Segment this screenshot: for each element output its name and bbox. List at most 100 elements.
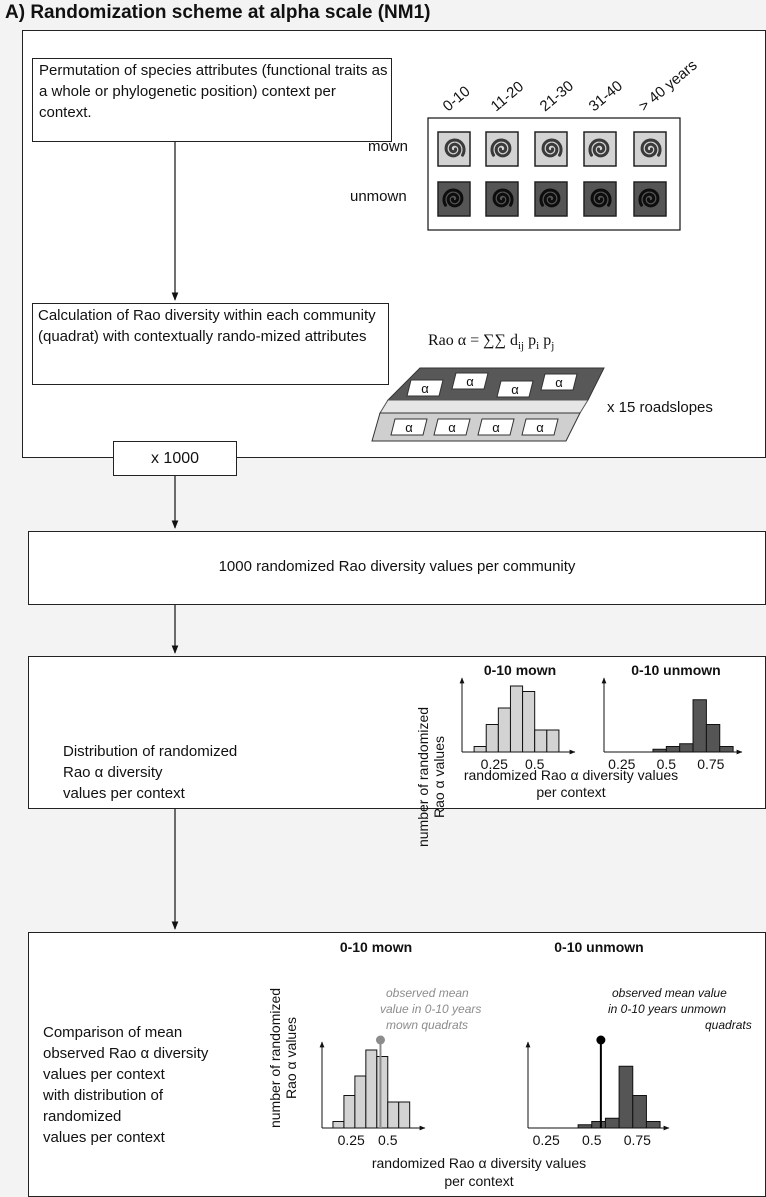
quadrat: α [406, 379, 444, 397]
spiral-icon [588, 138, 610, 158]
quadrat: α [496, 380, 534, 398]
histogram-bar [387, 1101, 400, 1129]
ylabel-line: number of randomized [415, 707, 431, 847]
histogram-bar [376, 1056, 389, 1129]
page-title: A) Randomization scheme at alpha scale (… [5, 2, 431, 23]
histogram-bar [632, 1095, 647, 1129]
quadrat-frame [390, 418, 428, 436]
histogram-bar [692, 699, 707, 753]
distribution-panel [28, 656, 766, 809]
distribution-text: Distribution of randomized Rao α diversi… [63, 741, 237, 804]
comparison-xlabel: per context [444, 1173, 513, 1189]
x-tick-label: 0.25 [608, 756, 635, 772]
rao-formula: Rao α = ∑∑ dij pi pj [428, 332, 554, 352]
formula-sub: i [536, 340, 539, 352]
distribution-xlabel: randomized Rao α diversity values [464, 767, 678, 783]
observed-note-line: quadrats [705, 1018, 752, 1032]
chart-title: 0-10 unmown [554, 939, 643, 955]
unmown-context-tile [583, 181, 617, 217]
x-tick-label: 0.5 [378, 1132, 398, 1148]
quadrat: α [390, 418, 428, 436]
observed-mean-dot [375, 1035, 385, 1045]
mown-context-tile [534, 131, 568, 167]
quadrat: α [540, 373, 578, 391]
histogram-1: 0-10 mown 0.25 0.5 [459, 662, 576, 772]
histogram-bar [332, 1121, 345, 1129]
observed-unmown-annotation: observed mean value in 0-10 years unmown… [608, 986, 752, 1032]
x-tick-label: 0.25 [338, 1132, 365, 1148]
comparison-text-line: with distribution of [43, 1087, 164, 1104]
quadrat-frame [406, 379, 444, 397]
quadrat-alpha: α [492, 420, 500, 435]
distribution-xlabel: per context [536, 784, 605, 800]
quadrat: α [433, 418, 471, 436]
age-class-label: 11-20 [488, 78, 527, 115]
quadrat-frame [540, 373, 578, 391]
formula-sub: ij [518, 340, 524, 352]
quadrat: α [451, 372, 489, 390]
comparison-text-line: observed Rao α diversity [43, 1045, 209, 1062]
ylabel-line: number of randomized [267, 988, 283, 1128]
distribution-text-line: Distribution of randomized [63, 743, 238, 760]
x-tick-label: 0.75 [624, 1132, 651, 1148]
chart-title: 0-10 mown [484, 662, 556, 678]
spiral-icon [444, 138, 466, 158]
roadslopes-label: x 15 roadslopes [607, 399, 713, 416]
histogram-bar [652, 748, 667, 753]
unmown-context-tile [633, 181, 667, 217]
histogram-bar [365, 1049, 378, 1129]
formula-main: Rao α = ∑∑ d [428, 332, 518, 349]
quadrat-frame [433, 418, 471, 436]
observed-mown-annotation: observed mean value in 0-10 years mown q… [380, 986, 481, 1032]
histogram-bar [546, 729, 560, 753]
histogram-bar [509, 685, 524, 753]
histogram-bar [354, 1075, 367, 1129]
spiral-icon [539, 188, 561, 208]
calculation-box [32, 303, 389, 385]
x-tick-label: 0.25 [533, 1132, 560, 1148]
x-tick-label: 0.75 [697, 756, 724, 772]
observed-note-line: mown quadrats [386, 1018, 468, 1032]
histogram-bar [665, 746, 681, 753]
histogram-bar [705, 724, 721, 753]
comparison-text-line: randomized [43, 1108, 122, 1125]
quadrat-alpha: α [511, 382, 519, 397]
histogram-bar [534, 729, 548, 753]
comparison-xlabel: randomized Rao α diversity values [372, 1155, 586, 1171]
histogram-bar [497, 707, 511, 753]
observed-note-line: observed mean [386, 986, 469, 1000]
quadrat-alpha: α [405, 420, 413, 435]
distribution-text-line: values per context [63, 785, 185, 802]
roadslope-illustration: α α α α α α α α [371, 367, 605, 442]
x-tick-label: 0.25 [481, 756, 508, 772]
formula-sub: j [550, 340, 554, 352]
spiral-icon [541, 138, 563, 158]
calculation-text: Calculation of Rao diversity within each… [38, 307, 376, 345]
comparison-text-line: Comparison of mean [43, 1024, 183, 1041]
quadrat-alpha: α [448, 420, 456, 435]
age-class-label: 31-40 [586, 77, 626, 115]
histogram-3: 0-10 mown 0.25 0.5 [319, 939, 426, 1148]
observed-note-line: in 0-10 years unmown [608, 1002, 726, 1016]
comparison-text-line: values per context [43, 1066, 165, 1083]
age-class-label: > 40 years [636, 57, 701, 115]
quadrat-frame [477, 418, 515, 436]
roadslope-middle-strip [379, 399, 589, 414]
x-tick-label: 0.5 [525, 756, 545, 772]
mown-context-tile [437, 131, 471, 167]
quadrat-alpha: α [555, 375, 563, 390]
spiral-icon [590, 188, 612, 208]
randomized-values-text: 1000 randomized Rao diversity values per… [218, 558, 576, 575]
quadrat-frame [496, 380, 534, 398]
unmown-context-tile [437, 181, 471, 217]
row-label-mown: mown [368, 138, 408, 155]
chart-title: 0-10 mown [340, 939, 412, 955]
quadrat-alpha: α [466, 374, 474, 389]
repeat-label: x 1000 [150, 450, 200, 467]
histogram-bar [719, 746, 734, 753]
histogram-bar [473, 746, 487, 753]
comparison-text-line: values per context [43, 1129, 165, 1146]
histogram-bar [645, 1121, 661, 1129]
unmown-context-tile [485, 181, 519, 217]
